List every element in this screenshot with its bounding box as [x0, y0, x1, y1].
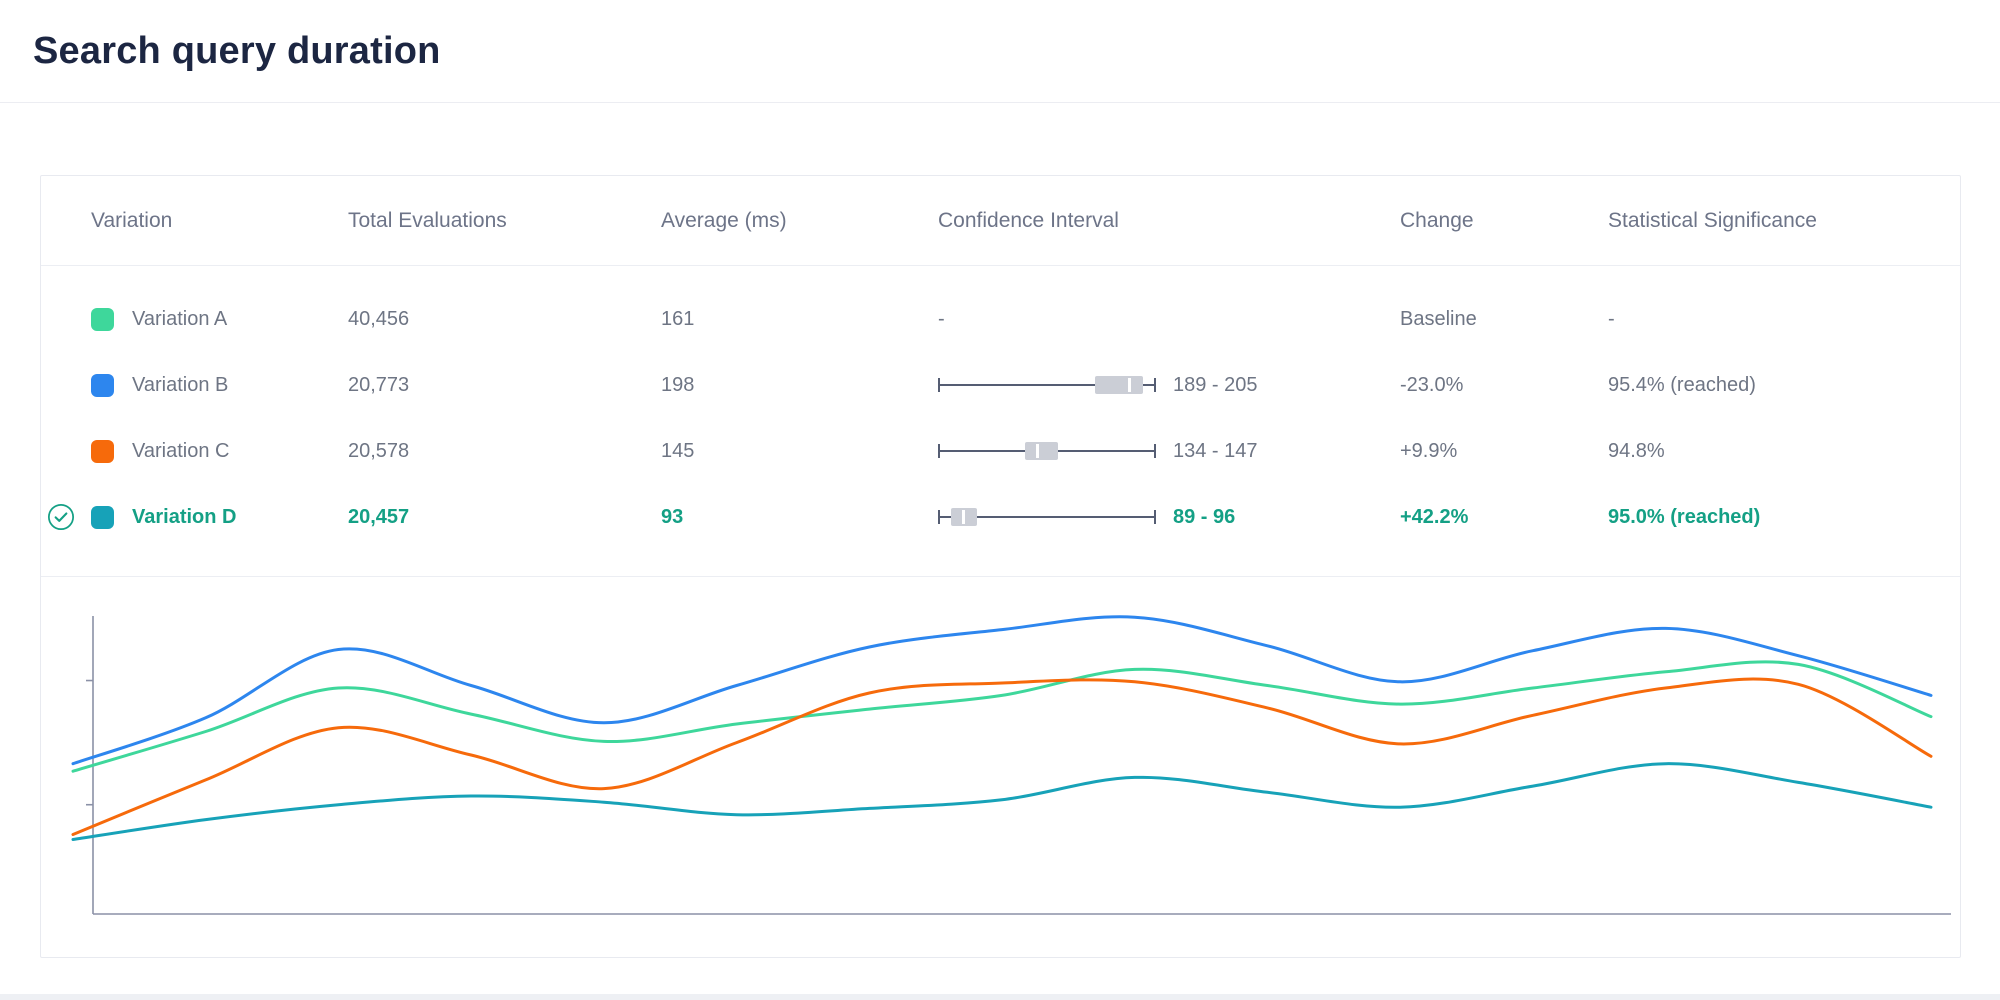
- variation-swatch: [91, 373, 114, 397]
- trend-chart-svg: [71, 615, 1951, 915]
- column-header-statistical-significance: Statistical Significance: [1608, 208, 1817, 232]
- results-table-header: Variation Total Evaluations Average (ms)…: [41, 176, 1960, 266]
- variation-swatch: [91, 439, 114, 463]
- column-header-average: Average (ms): [661, 208, 787, 232]
- series-line-variation-a: [71, 660, 1933, 773]
- results-table-body: Variation A 40,456 161 - Baseline - Vari…: [41, 266, 1960, 550]
- change-value: +9.9%: [1400, 439, 1458, 462]
- table-row-variation-c[interactable]: Variation C 20,578 145 134 - 147 +9.9% 9…: [41, 418, 1960, 484]
- series-line-variation-c: [71, 677, 1933, 836]
- average-ms-value: 198: [661, 373, 695, 396]
- series-line-variation-b: [71, 615, 1933, 766]
- confidence-interval-text: 134 - 147: [1173, 439, 1258, 462]
- experiment-results-card: Variation Total Evaluations Average (ms)…: [40, 175, 1961, 958]
- confidence-interval-text: 89 - 96: [1173, 505, 1236, 528]
- page-header: Search query duration: [0, 0, 2000, 103]
- total-evaluations-value: 20,457: [348, 505, 410, 528]
- average-ms-value: 145: [661, 439, 695, 462]
- variation-label: Variation C: [132, 439, 230, 462]
- page-title: Search query duration: [33, 30, 441, 72]
- variation-swatch: [91, 307, 114, 331]
- confidence-interval-text: -: [938, 307, 945, 330]
- column-header-variation: Variation: [91, 208, 173, 232]
- bottom-edge-strip: [0, 994, 2000, 1000]
- statistical-significance-value: 94.8%: [1608, 439, 1665, 462]
- statistical-significance-value: -: [1608, 307, 1615, 330]
- statistical-significance-value: 95.0% (reached): [1608, 505, 1761, 528]
- confidence-interval-bar: [938, 505, 1156, 529]
- column-header-total-evaluations: Total Evaluations: [348, 208, 507, 232]
- total-evaluations-value: 40,456: [348, 307, 410, 330]
- column-header-confidence-interval: Confidence Interval: [938, 208, 1119, 232]
- variation-label: Variation B: [132, 373, 229, 396]
- check-circle-icon: [47, 503, 75, 531]
- table-chart-divider: [41, 576, 1960, 577]
- statistical-significance-value: 95.4% (reached): [1608, 373, 1756, 396]
- total-evaluations-value: 20,578: [348, 439, 410, 462]
- change-value: Baseline: [1400, 307, 1477, 330]
- confidence-interval-bar: [938, 373, 1156, 397]
- change-value: -23.0%: [1400, 373, 1464, 396]
- variation-swatch: [91, 505, 114, 529]
- trend-chart: [41, 577, 1960, 956]
- average-ms-value: 93: [661, 505, 684, 528]
- average-ms-value: 161: [661, 307, 695, 330]
- confidence-interval-bar: [938, 439, 1156, 463]
- table-row-variation-a[interactable]: Variation A 40,456 161 - Baseline -: [41, 286, 1960, 352]
- variation-label: Variation D: [132, 505, 237, 528]
- table-row-variation-b[interactable]: Variation B 20,773 198 189 - 205 -23.0% …: [41, 352, 1960, 418]
- total-evaluations-value: 20,773: [348, 373, 410, 396]
- variation-label: Variation A: [132, 307, 228, 330]
- table-row-variation-d[interactable]: Variation D 20,457 93 89 - 96 +42.2% 95.…: [41, 484, 1960, 550]
- change-value: +42.2%: [1400, 505, 1469, 528]
- confidence-interval-text: 189 - 205: [1173, 373, 1258, 396]
- series-line-variation-d: [71, 762, 1933, 841]
- column-header-change: Change: [1400, 208, 1474, 232]
